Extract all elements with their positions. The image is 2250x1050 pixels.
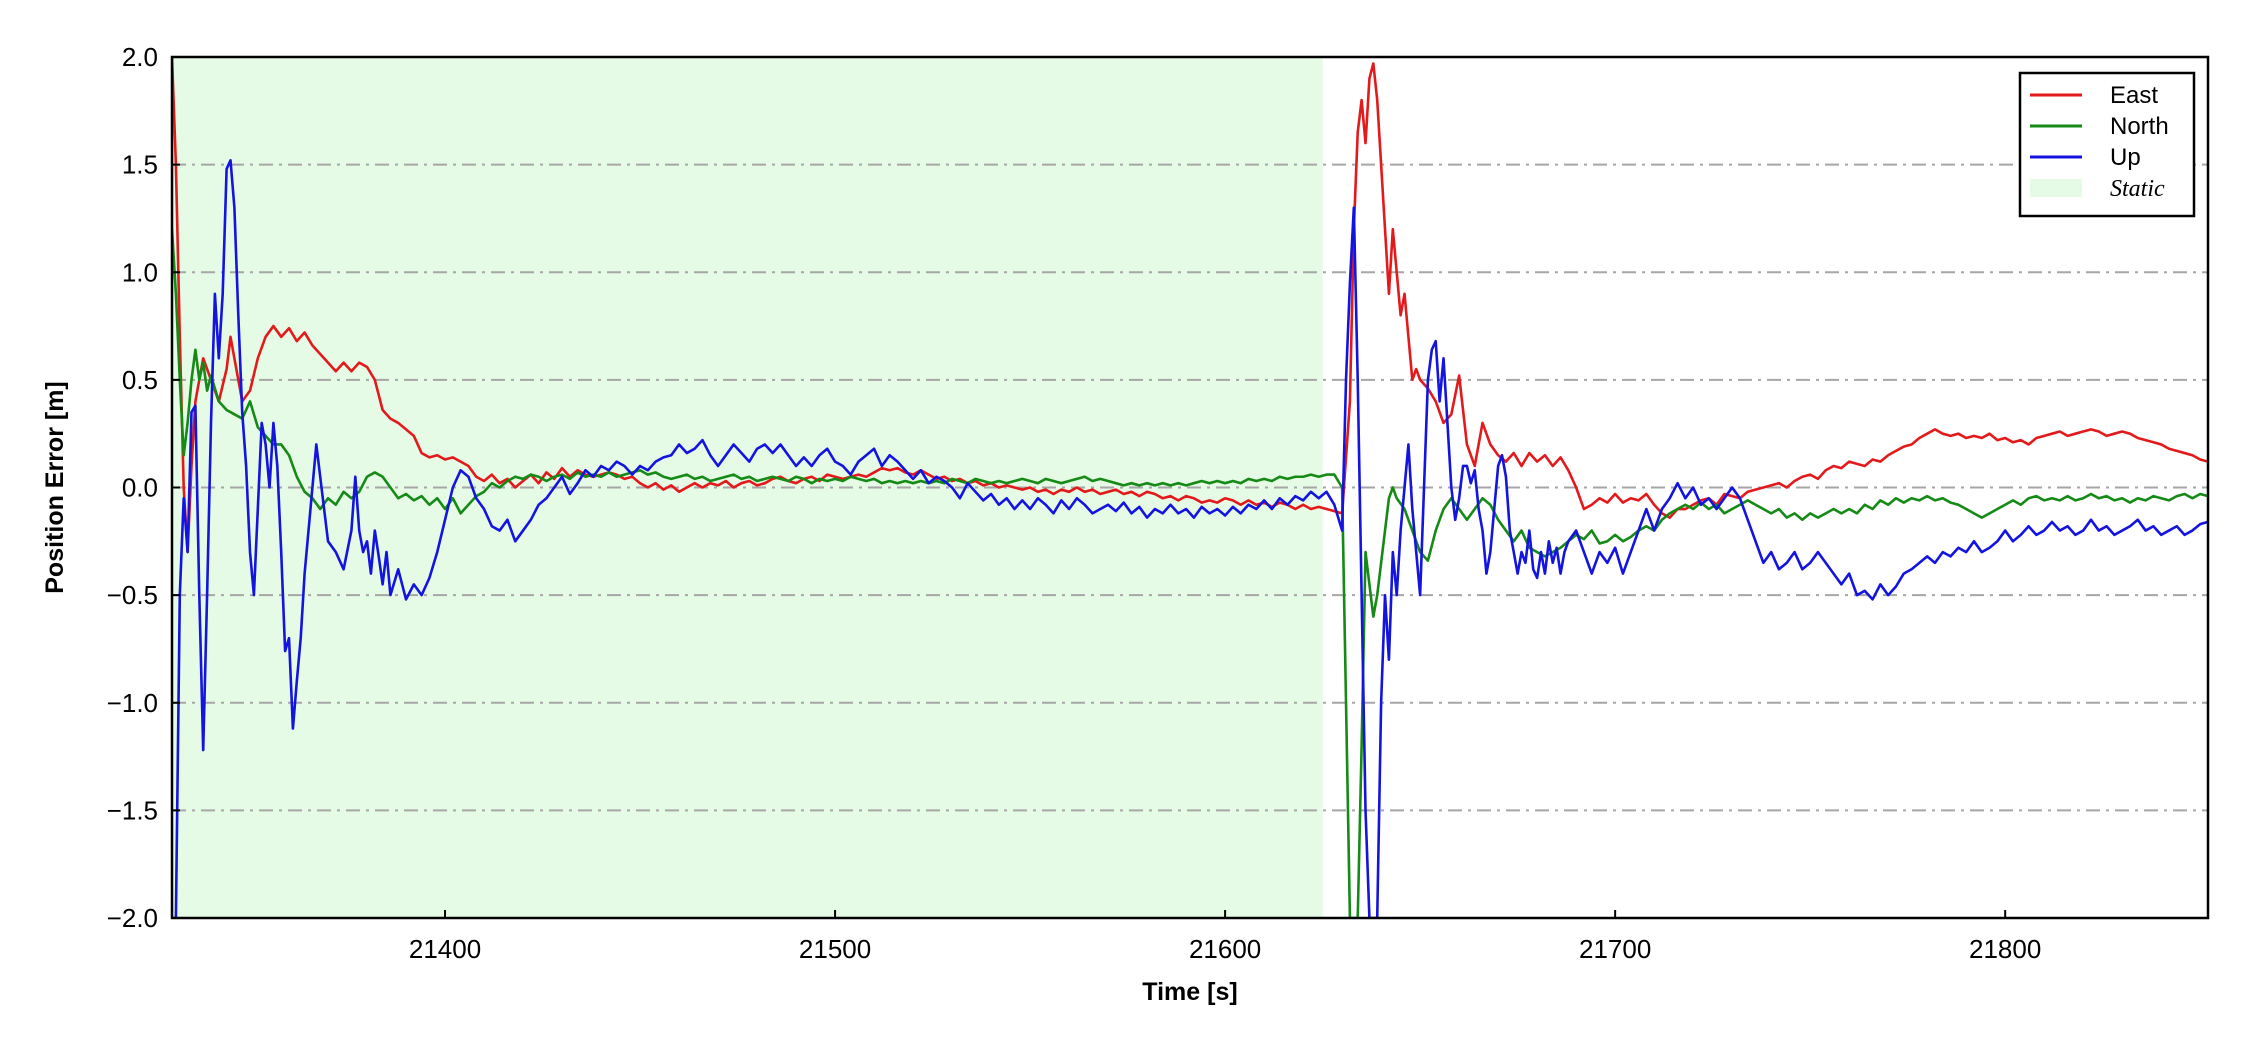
legend-label-static: Static [2110, 176, 2165, 202]
legend-swatch-static [2030, 179, 2082, 197]
series-line-east [172, 57, 2208, 554]
y-tick-label: 1.5 [122, 150, 158, 180]
y-axis-label: Position Error [m] [41, 381, 69, 594]
x-tick-label: 21500 [799, 934, 871, 964]
y-tick-label: −2.0 [107, 903, 158, 933]
x-axis-label: Time [s] [1142, 978, 1237, 1006]
legend-label-north: North [2110, 113, 2169, 140]
y-tick-label: 0.0 [122, 473, 158, 503]
series-layer [172, 57, 2208, 918]
y-tick-label: −1.0 [107, 688, 158, 718]
x-tick-label: 21800 [1969, 934, 2041, 964]
x-tick-label: 21600 [1189, 934, 1261, 964]
y-tick-label: −0.5 [107, 580, 158, 610]
legend-label-up: Up [2110, 144, 2141, 171]
legend: East North Up Static [2018, 71, 2196, 218]
y-tick-label: −1.5 [107, 795, 158, 825]
y-tick-label: 1.0 [122, 257, 158, 287]
x-tick-label: 21700 [1579, 934, 1651, 964]
axes: 21400 21500 21600 21700 21800 −2.0 −1.5 −1.0 −0.… [107, 42, 2210, 964]
y-tick-label: 2.0 [122, 42, 158, 72]
x-tick-label: 21400 [409, 934, 481, 964]
legend-label-east: East [2110, 82, 2158, 109]
y-tick-label: 0.5 [122, 365, 158, 395]
series-line-north [172, 227, 2208, 918]
series-line-up [172, 159, 2208, 918]
